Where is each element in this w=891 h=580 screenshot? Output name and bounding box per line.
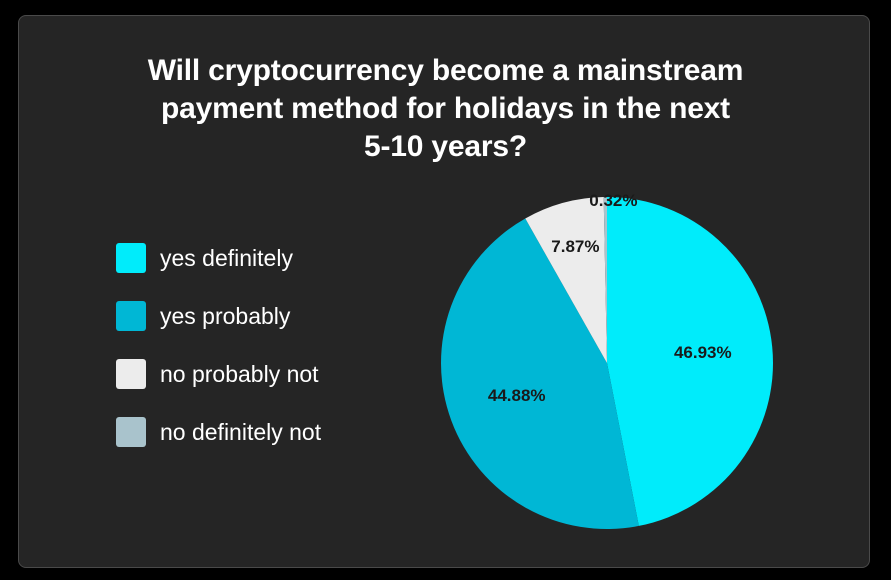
legend-item-no-definitely-not: no definitely not xyxy=(116,417,321,447)
legend: yes definitely yes probably no probably … xyxy=(116,243,321,475)
pie-slices xyxy=(441,196,773,529)
pie-slice-yes-definitely xyxy=(607,197,773,526)
pie-label-yes-probably: 44.88% xyxy=(488,386,546,405)
legend-swatch-no-probably-not xyxy=(116,359,146,389)
chart-title: Will cryptocurrency become a mainstream … xyxy=(0,52,891,166)
pie-slice-no-probably-not xyxy=(525,197,607,363)
chart-title-line-2: payment method for holidays in the next xyxy=(161,92,730,125)
legend-swatch-yes-definitely xyxy=(116,243,146,273)
legend-swatch-no-definitely-not xyxy=(116,417,146,447)
legend-item-yes-probably: yes probably xyxy=(116,301,321,331)
legend-item-no-probably-not: no probably not xyxy=(116,359,321,389)
pie-value-labels: 46.93% 44.88% 7.87% 0.32% xyxy=(488,191,732,405)
chart-title-line-3: 5-10 years? xyxy=(364,130,527,163)
pie-slice-yes-probably xyxy=(441,218,639,529)
legend-label-yes-definitely: yes definitely xyxy=(160,244,293,271)
legend-label-yes-probably: yes probably xyxy=(160,302,291,329)
pie-label-no-definitely-not: 0.32% xyxy=(589,191,637,210)
legend-label-no-probably-not: no probably not xyxy=(160,360,319,387)
legend-swatch-yes-probably xyxy=(116,301,146,331)
pie-label-yes-definitely: 46.93% xyxy=(674,343,732,362)
legend-item-yes-definitely: yes definitely xyxy=(116,243,321,273)
chart-title-line-1: Will cryptocurrency become a mainstream xyxy=(147,54,744,87)
pie-slice-no-definitely-not xyxy=(603,196,607,363)
legend-label-no-definitely-not: no definitely not xyxy=(160,418,322,445)
pie-label-no-probably-not: 7.87% xyxy=(551,237,599,256)
